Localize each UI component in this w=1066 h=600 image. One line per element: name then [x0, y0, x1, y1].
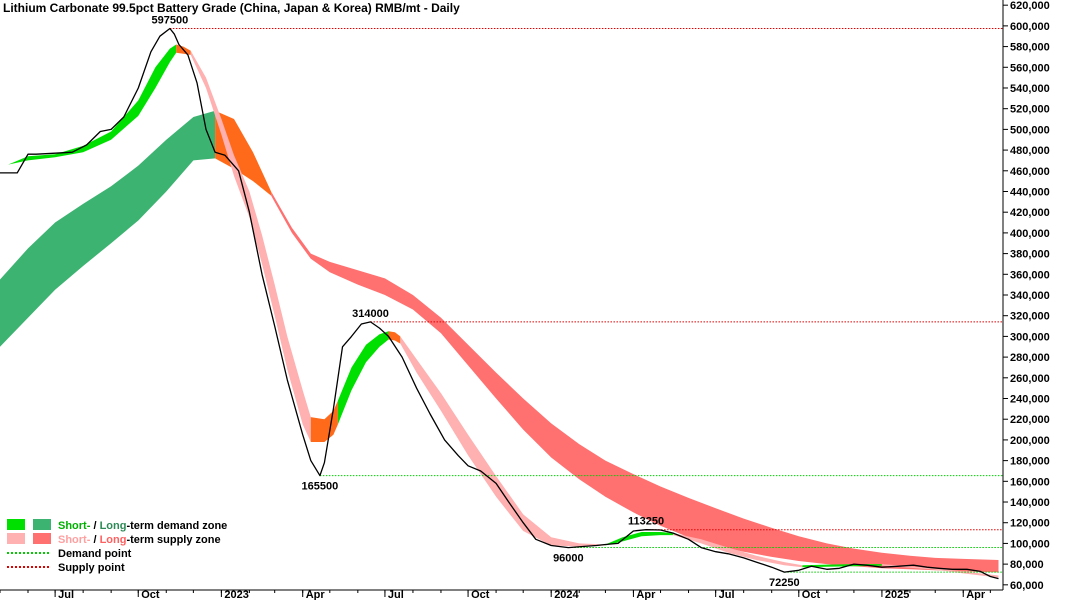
band-short-supply-3: [673, 533, 803, 568]
annotation-label: 113250: [628, 516, 664, 528]
y-tick-label: 100,000: [1010, 538, 1050, 550]
legend-text-part: Supply point: [58, 562, 125, 574]
y-tick-label: 380,000: [1010, 249, 1050, 261]
y-tick-label: 560,000: [1010, 62, 1050, 74]
y-tick-label: 180,000: [1010, 456, 1050, 468]
x-tick-label: Apr: [636, 589, 656, 600]
legend-text-part: /: [90, 534, 99, 546]
annotation-label: 96000: [553, 553, 584, 565]
band-long-transition: [215, 110, 272, 196]
x-tick-label: Jul: [388, 589, 404, 600]
legend-text-part: Demand point: [58, 548, 132, 560]
legend-label-demand-point: Demand point: [58, 548, 132, 560]
x-tick-label: Oct: [471, 589, 490, 600]
band-short-demand-2: [337, 331, 389, 425]
y-tick-label: 540,000: [1010, 83, 1050, 95]
x-tick-label: Oct: [141, 589, 160, 600]
legend-label-supply-zone: Short- / Long-term supply zone: [58, 534, 221, 546]
x-tick-label: Jul: [58, 589, 74, 600]
y-tick-label: 140,000: [1010, 497, 1050, 509]
band-short-transition-2: [310, 400, 338, 442]
y-tick-label: 520,000: [1010, 104, 1050, 116]
annotation-label: 72250: [769, 577, 800, 589]
x-tick-label: 2024: [554, 589, 579, 600]
y-tick-label: 600,000: [1010, 21, 1050, 33]
chart-title: Lithium Carbonate 99.5pct Battery Grade …: [3, 1, 460, 15]
y-tick-label: 360,000: [1010, 269, 1050, 281]
y-tick-label: 300,000: [1010, 331, 1050, 343]
y-tick-label: 340,000: [1010, 290, 1050, 302]
x-tick-label: Oct: [802, 589, 821, 600]
band-short-demand-3: [605, 532, 674, 546]
legend-text-part: Long: [100, 534, 127, 546]
legend-text-part: /: [90, 520, 99, 532]
legend-label-demand-zone: Short- / Long-term demand zone: [58, 520, 227, 532]
y-tick-label: 480,000: [1010, 145, 1050, 157]
band-long-supply: [271, 191, 999, 573]
y-tick-label: 400,000: [1010, 228, 1050, 240]
legend-text-part: Long: [100, 520, 127, 532]
band-long-demand: [0, 110, 216, 347]
y-tick-label: 320,000: [1010, 311, 1050, 323]
y-tick-label: 240,000: [1010, 394, 1050, 406]
y-tick-label: 160,000: [1010, 476, 1050, 488]
legend-text-part: -term supply zone: [126, 534, 220, 546]
y-tick-label: 260,000: [1010, 373, 1050, 385]
y-tick-label: 460,000: [1010, 166, 1050, 178]
legend-label-supply-point: Supply point: [58, 562, 125, 574]
x-tick-label: Apr: [966, 589, 986, 600]
band-short-demand-1: [8, 44, 177, 165]
y-tick-label: 620,000: [1010, 0, 1050, 12]
band-short-supply-2: [400, 336, 606, 547]
y-tick-label: 500,000: [1010, 124, 1050, 136]
band-short-supply-4: [881, 564, 999, 578]
y-tick-label: 80,000: [1010, 559, 1044, 571]
legend-swatch-short-demand: [7, 519, 25, 530]
annotation-label: 597500: [152, 14, 189, 26]
y-tick-label: 440,000: [1010, 186, 1050, 198]
y-tick-label: 60,000: [1010, 580, 1044, 592]
price-line: [0, 27, 999, 580]
x-tick-label: 2025: [885, 589, 909, 600]
legend-swatch-long-demand: [33, 519, 51, 530]
y-tick-label: 220,000: [1010, 414, 1050, 426]
band-short-supply-1: [190, 50, 311, 442]
legend-text-part: Short-: [58, 520, 91, 532]
legend-swatch-long-supply: [33, 533, 51, 544]
annotation-label: 314000: [352, 308, 389, 320]
legend-text-part: -term demand zone: [126, 520, 227, 532]
y-tick-label: 200,000: [1010, 435, 1050, 447]
band-short-transition-3: [388, 331, 401, 344]
y-tick-label: 420,000: [1010, 207, 1050, 219]
legend-text-part: Short-: [58, 534, 91, 546]
y-tick-label: 580,000: [1010, 42, 1050, 54]
y-tick-label: 120,000: [1010, 518, 1050, 530]
x-tick-label: 2023: [224, 589, 248, 600]
legend-swatch-short-supply: [7, 533, 25, 544]
y-tick-label: 280,000: [1010, 352, 1050, 364]
x-tick-label: Apr: [306, 589, 326, 600]
x-tick-label: Jul: [719, 589, 735, 600]
annotation-label: 165500: [302, 481, 339, 493]
